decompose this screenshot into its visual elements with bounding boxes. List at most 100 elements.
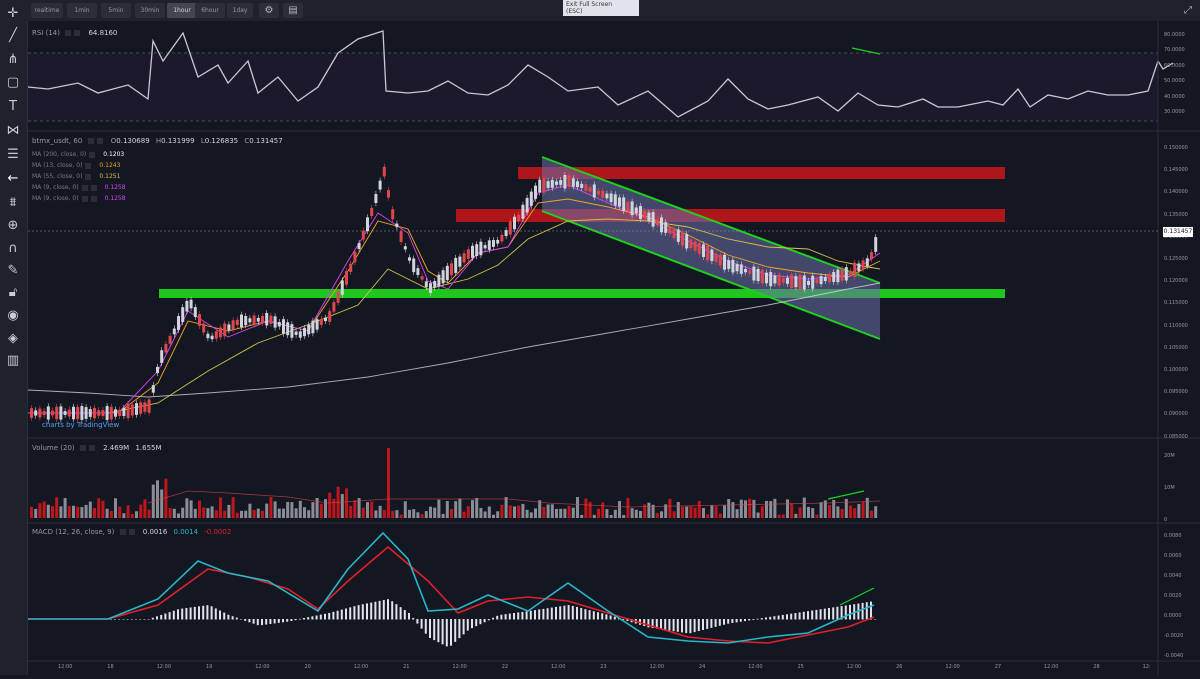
timeframe-1min[interactable]: 1min xyxy=(67,3,97,18)
price-axis-label: 0.105000 xyxy=(1164,344,1188,351)
macd-histogram-bar xyxy=(781,614,784,620)
volume-bar xyxy=(282,508,285,518)
candlesticks xyxy=(30,163,878,423)
ma-legend-9a: MA (9, close, 0) 0.1258 xyxy=(32,184,126,191)
volume-bar xyxy=(458,498,462,518)
candle-body xyxy=(265,312,269,326)
magnet-icon[interactable]: ∩ xyxy=(8,241,18,256)
timeframe-5min[interactable]: 5min xyxy=(101,3,131,18)
macd-histogram-bar xyxy=(193,606,196,620)
macd-histogram-bar xyxy=(181,608,184,620)
time-axis-label: 20 xyxy=(304,664,311,670)
candle-body xyxy=(567,175,571,187)
macd-histogram-bar xyxy=(387,599,389,620)
candle-body xyxy=(496,239,500,244)
candle-body xyxy=(823,277,827,282)
candle-body xyxy=(626,201,630,211)
volume-bar xyxy=(118,506,122,518)
forecast-icon[interactable]: ⩩ xyxy=(9,195,17,210)
timeframe-6hour[interactable]: 6hour xyxy=(195,3,225,18)
volume-bar xyxy=(714,506,718,518)
macd-histogram-bar xyxy=(588,610,591,620)
time-axis-label: 24 xyxy=(698,664,706,670)
pattern-icon[interactable]: ⋈ xyxy=(6,123,20,138)
candle-body xyxy=(844,267,848,281)
zoom-icon[interactable]: ⊕ xyxy=(7,218,19,233)
volume-bar xyxy=(273,501,277,518)
volume-bar xyxy=(454,501,458,518)
volume-bar xyxy=(189,500,193,518)
volume-bar xyxy=(664,504,668,518)
volume-bar xyxy=(735,509,739,518)
trash-icon[interactable]: ▥ xyxy=(6,353,20,368)
fullscreen-icon[interactable]: ⤢ xyxy=(1184,5,1192,16)
volume-bar xyxy=(277,508,281,518)
lock-icon[interactable]: 🔓︎ xyxy=(8,285,18,300)
macd-histogram-bar xyxy=(286,619,289,622)
candle-body xyxy=(613,194,617,206)
macd-histogram-bar xyxy=(609,615,612,620)
candle-body xyxy=(706,245,710,261)
candle-body xyxy=(151,385,155,393)
tradingview-watermark[interactable]: charts by TradingView xyxy=(42,421,120,429)
chart-canvas[interactable] xyxy=(27,21,1200,675)
volume-bar xyxy=(93,508,96,518)
volume-bar xyxy=(765,500,768,518)
macd-axis-label: 0.0040 xyxy=(1164,573,1182,579)
macd-histogram-bar xyxy=(319,614,322,620)
layers-icon[interactable]: ◈ xyxy=(8,331,18,346)
macd-histogram-bar xyxy=(269,619,272,624)
volume-bar xyxy=(181,507,185,518)
candle-body xyxy=(580,183,584,188)
candle-body xyxy=(664,222,668,233)
pitchfork-icon[interactable]: ⋔ xyxy=(7,52,19,67)
rsi-title: RSI (14) xyxy=(32,29,60,37)
candle-body xyxy=(454,257,458,273)
volume-bar xyxy=(105,508,109,518)
measure-icon[interactable]: ☰ xyxy=(7,147,19,162)
chart-type-icon[interactable]: ▤ xyxy=(283,3,303,18)
volume-bar xyxy=(630,508,634,518)
candle-body xyxy=(697,242,701,254)
macd-histogram-bar xyxy=(786,614,788,620)
macd-histogram-bar xyxy=(353,606,356,620)
timeframe-realtime[interactable]: realtime xyxy=(31,3,63,18)
macd-histogram-bar xyxy=(790,613,793,620)
time-axis-label: 12: xyxy=(1142,664,1151,670)
rectangle-icon[interactable]: ▢ xyxy=(6,75,20,90)
trend-line-icon[interactable]: ╱ xyxy=(9,28,17,43)
volume-bar xyxy=(525,509,529,518)
candle-body xyxy=(689,239,693,249)
text-icon[interactable]: T xyxy=(9,99,17,114)
candle-body xyxy=(723,254,726,270)
volume-bar xyxy=(450,508,453,518)
crosshair-icon[interactable]: ✛ xyxy=(7,6,19,21)
timeframe-1day[interactable]: 1day xyxy=(227,3,253,18)
eye-icon[interactable]: ◉ xyxy=(7,308,19,323)
exit-fullscreen-button[interactable]: Exit Full Screen (ESC) xyxy=(563,0,639,16)
back-arrow-icon[interactable]: ← xyxy=(7,171,19,186)
volume-bar xyxy=(353,500,357,518)
volume-bar xyxy=(756,512,760,518)
chart-area[interactable]: 0.1500000.1450000.1400000.1350000.130000… xyxy=(27,21,1200,675)
volume-bar xyxy=(613,509,617,518)
gear-icon[interactable]: ⚙ xyxy=(259,3,279,18)
brush-icon[interactable]: ✎ xyxy=(7,263,19,278)
last-price-badge: 0.131457 xyxy=(1163,227,1193,237)
macd-histogram-bar xyxy=(559,606,562,620)
macd-histogram-bar xyxy=(328,612,331,620)
volume-bar xyxy=(261,510,264,518)
timeframe-1hour[interactable]: 1hour xyxy=(167,3,197,18)
macd-histogram-bar xyxy=(815,609,818,620)
volume-bar xyxy=(332,498,336,518)
candle-body xyxy=(214,331,218,339)
volume-bar xyxy=(643,504,647,518)
time-axis-label: 12:00 xyxy=(156,664,172,670)
macd-histogram-bar xyxy=(450,619,452,646)
timeframe-30min[interactable]: 30min xyxy=(135,3,165,18)
volume-bar xyxy=(399,514,403,518)
macd-axis-label: 0.0060 xyxy=(1164,553,1182,559)
macd-histogram-bar xyxy=(613,616,616,620)
volume-bar xyxy=(727,499,731,518)
volume-bar xyxy=(223,510,227,518)
